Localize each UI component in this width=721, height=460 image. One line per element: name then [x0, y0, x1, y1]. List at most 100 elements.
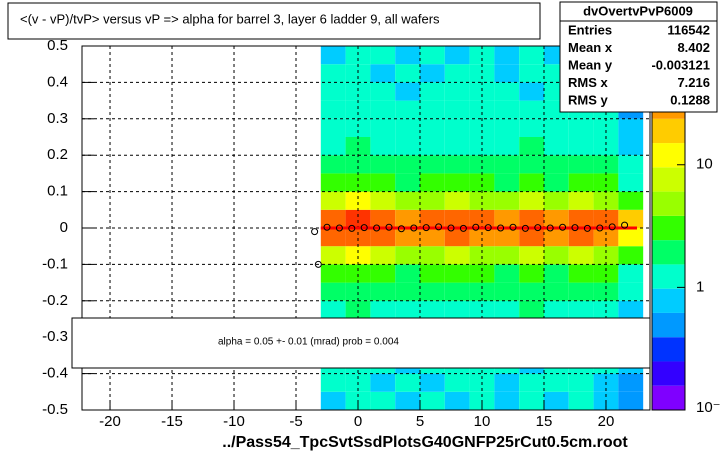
cell [419, 82, 445, 101]
cell [618, 209, 644, 228]
y-tick-label: 0.1 [47, 183, 68, 200]
cell [469, 191, 495, 210]
cell [494, 373, 520, 392]
cell [519, 264, 544, 283]
cell [320, 209, 346, 228]
cell [494, 191, 520, 210]
cell [370, 209, 396, 228]
cell [370, 264, 396, 283]
cell [395, 209, 420, 228]
cell [444, 137, 470, 156]
cell [370, 191, 396, 210]
cell [494, 209, 520, 228]
cell [320, 137, 346, 156]
cell [345, 300, 371, 319]
cell [395, 246, 420, 265]
cell [618, 191, 644, 210]
cell [320, 246, 346, 265]
cell [568, 118, 594, 137]
cell [519, 209, 544, 228]
cell [419, 373, 445, 392]
z-tick-label: 10 [696, 156, 713, 173]
cell [469, 246, 495, 265]
cell [543, 173, 569, 192]
profile-point [559, 223, 567, 231]
palette-band [652, 143, 685, 168]
cell [618, 173, 644, 192]
cell [395, 228, 420, 247]
cell [419, 300, 445, 319]
cell [395, 391, 420, 410]
cell [345, 264, 371, 283]
cell [593, 264, 619, 283]
palette-band [652, 240, 685, 265]
y-tick-label: 0.2 [47, 146, 68, 163]
cell [519, 300, 544, 319]
cell [419, 64, 445, 83]
cell [419, 391, 445, 410]
palette-band [652, 385, 685, 410]
cell [593, 191, 619, 210]
cell [395, 282, 420, 301]
cell [444, 191, 470, 210]
profile-point [484, 224, 492, 232]
cell [618, 155, 644, 174]
cell [568, 246, 594, 265]
stats-name: Mean x [568, 40, 613, 55]
cell [395, 100, 420, 119]
cell [469, 82, 495, 101]
cell [444, 391, 470, 410]
palette-band [652, 312, 685, 338]
z-tick-label: 1 [696, 278, 704, 295]
cell [543, 300, 569, 319]
cell [419, 246, 445, 265]
cell [469, 264, 495, 283]
cell [593, 118, 619, 137]
cell [345, 46, 371, 65]
cell [519, 246, 544, 265]
stats-value: 0.1288 [670, 92, 710, 107]
cell [543, 264, 569, 283]
cell [444, 246, 470, 265]
cell [469, 300, 495, 319]
cell [320, 391, 346, 410]
cell [444, 64, 470, 83]
profile-point [571, 224, 579, 232]
cell [469, 155, 495, 174]
cell [543, 155, 569, 174]
y-tick-label: -0.3 [42, 328, 68, 345]
profile-point [410, 224, 418, 232]
cell [444, 118, 470, 137]
cell [469, 282, 495, 301]
cell [543, 191, 569, 210]
cell [345, 64, 371, 83]
cell [320, 155, 346, 174]
cell [444, 373, 470, 392]
cell [395, 155, 420, 174]
cell [618, 373, 644, 392]
cell [444, 300, 470, 319]
cell [320, 228, 346, 247]
cell [320, 264, 346, 283]
profile-point [596, 224, 604, 232]
x-tick-label: -15 [161, 413, 183, 430]
y-tick-label: 0.4 [47, 73, 68, 90]
cell [494, 64, 520, 83]
cell [345, 282, 371, 301]
profile-point [360, 224, 368, 232]
cell [494, 155, 520, 174]
y-tick-label: -0.4 [42, 365, 68, 382]
palette-band [652, 191, 685, 216]
cell [494, 228, 520, 247]
cell [395, 191, 420, 210]
profile-point [314, 260, 322, 268]
cell [543, 137, 569, 156]
cell [494, 173, 520, 192]
cell [345, 173, 371, 192]
chart-title: <(v - vP)/tvP> versus vP => alpha for ba… [20, 11, 440, 26]
cell [419, 228, 445, 247]
cell [593, 300, 619, 319]
cell [494, 300, 520, 319]
cell [345, 137, 371, 156]
profile-point [472, 223, 480, 231]
